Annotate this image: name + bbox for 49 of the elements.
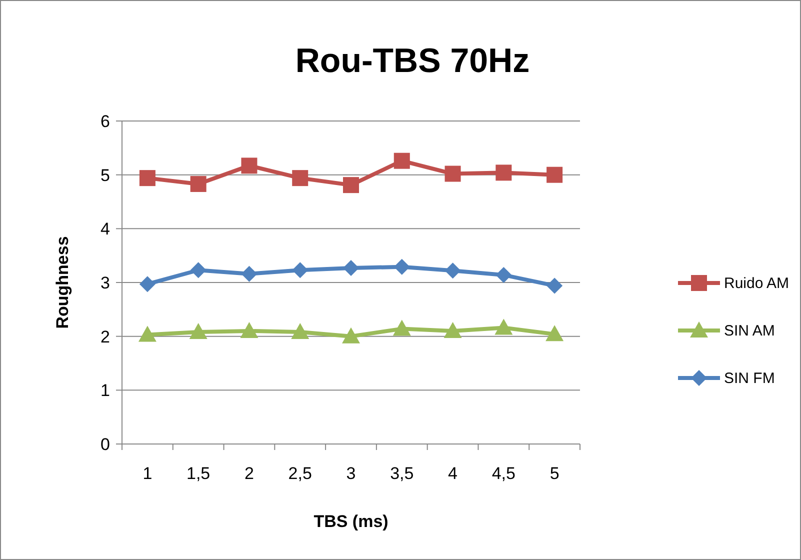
point [241,158,258,174]
x-tick-label: 2,5 [288,464,312,483]
point [496,266,512,283]
legend-label: SIN FM [724,370,775,387]
x-tick-label: 2 [244,464,254,483]
y-tick-label: 5 [100,166,110,185]
y-axis-title: Roughness [53,236,72,329]
point [189,323,208,340]
y-tick-label: 4 [100,220,110,239]
point [546,278,563,294]
y-tick-label: 1 [100,381,110,400]
x-tick-label: 1 [142,464,152,483]
y-tick-label: 6 [100,112,110,131]
point [394,152,410,169]
legend-label: Ruido AM [724,275,790,292]
point [240,322,258,338]
x-axis-title: TBS (ms) [314,512,388,531]
x-tick-label: 4 [448,464,458,483]
x-tick-label: 3,5 [390,464,414,483]
point [292,262,308,278]
point [394,258,410,275]
point [444,166,461,182]
x-tick-label: 1,5 [186,464,210,483]
point [139,276,156,292]
point [546,166,563,183]
point [138,326,156,342]
point [444,322,462,338]
point [496,164,512,181]
point [342,327,360,344]
x-tick-label: 4,5 [492,464,516,483]
point [291,323,310,340]
point [444,262,461,279]
chart-title: Rou-TBS 70Hz [295,42,530,80]
y-tick-label: 3 [100,274,110,292]
legend-label: SIN AM [724,322,775,340]
point [190,176,206,192]
y-tick-label: 2 [100,327,110,346]
point [139,170,156,186]
point [241,266,258,282]
point [343,260,359,276]
point [343,177,359,194]
point [292,170,308,186]
point [190,262,206,278]
point [546,325,564,342]
x-tick-label: 3 [346,464,356,483]
point [392,320,411,336]
point [494,318,513,335]
y-tick-label: 0 [100,435,110,454]
x-tick-label: 5 [550,464,560,483]
